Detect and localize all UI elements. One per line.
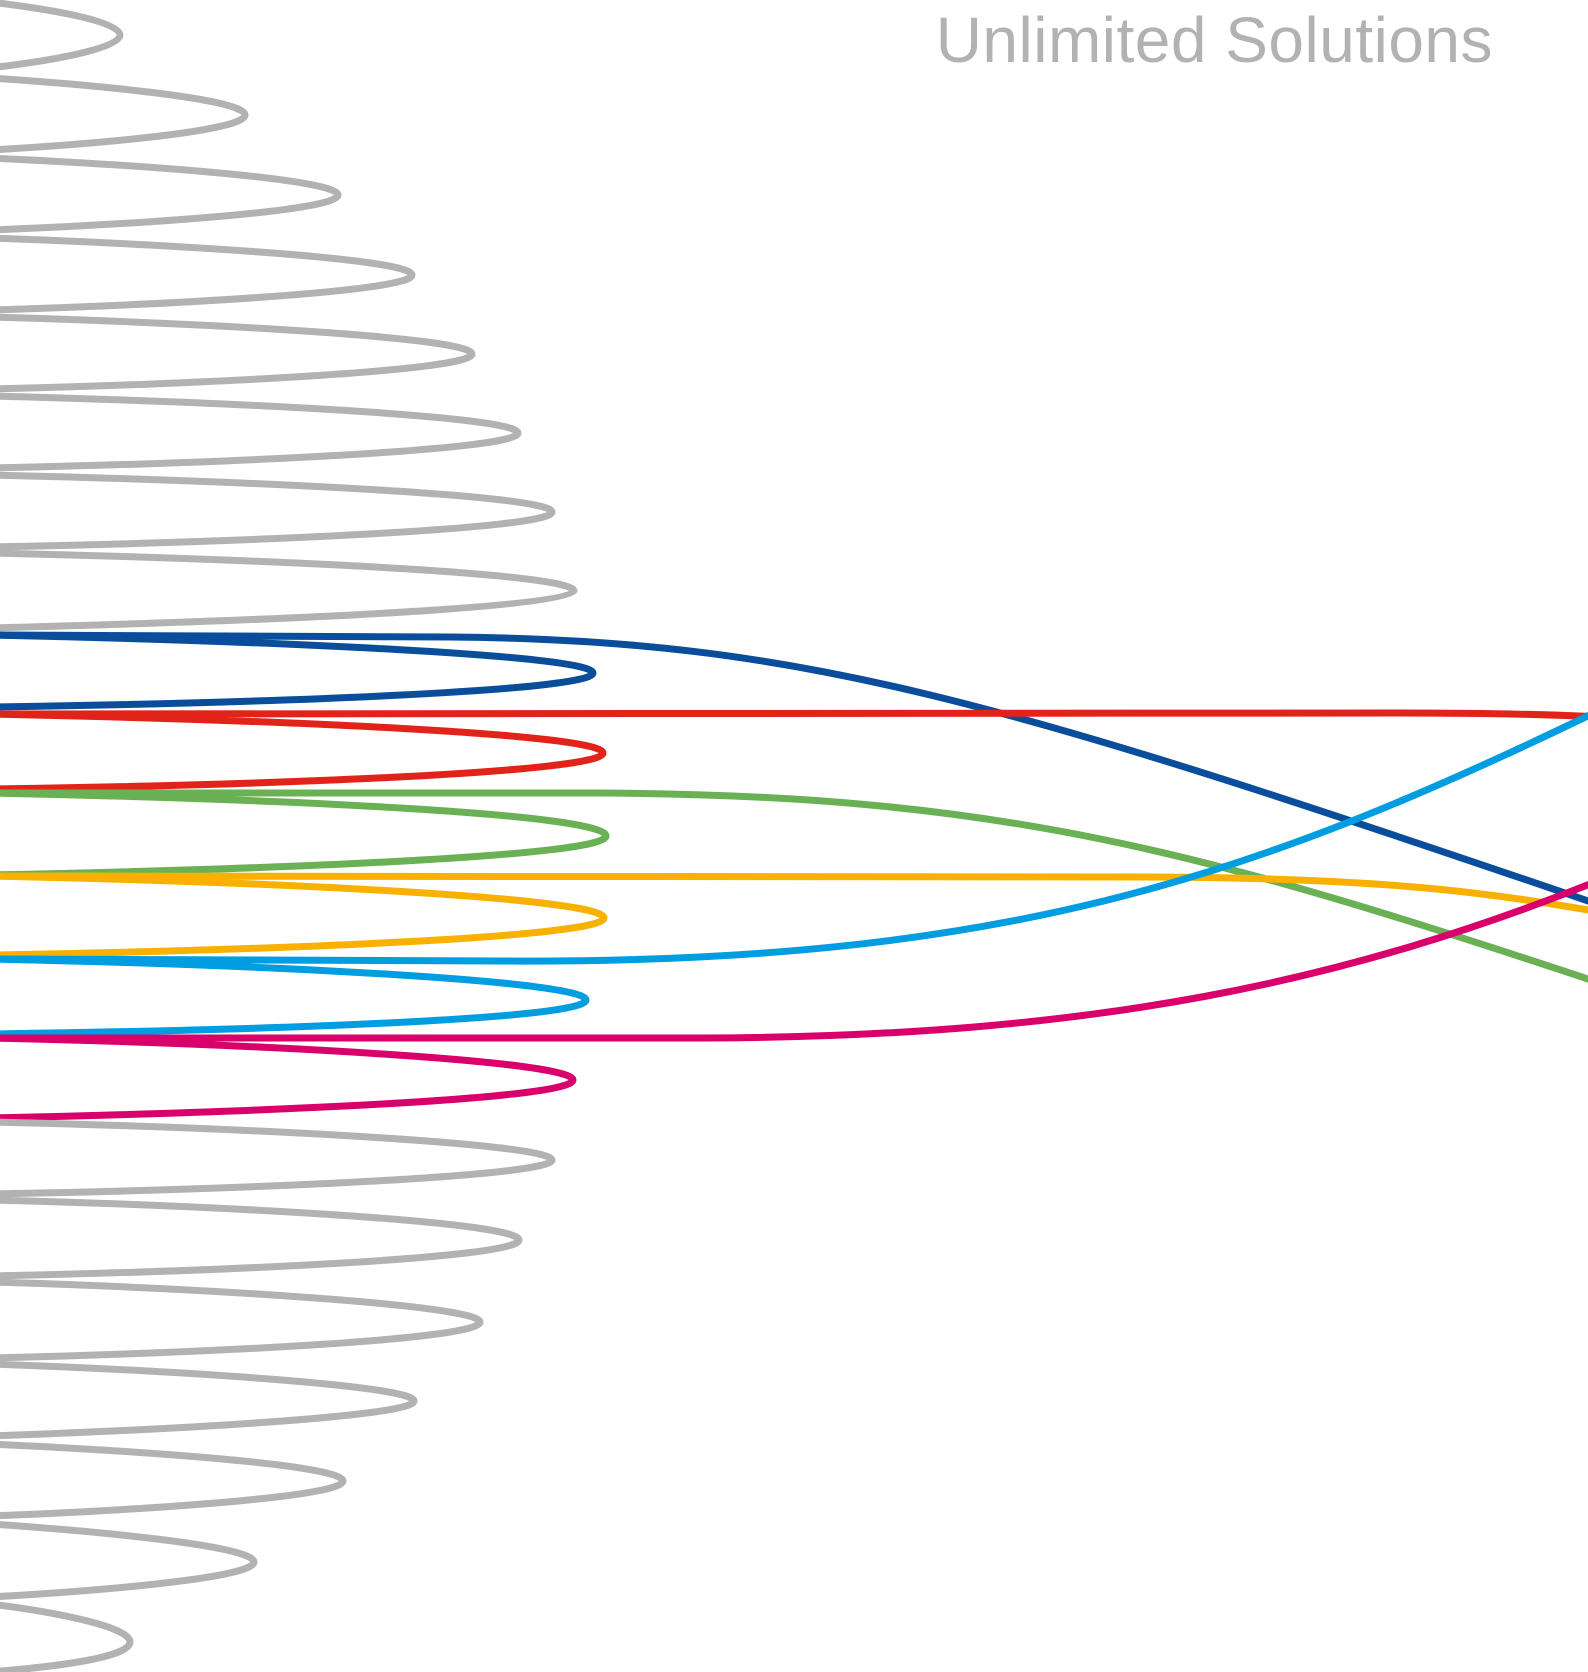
grey-loop xyxy=(0,0,124,71)
grey-loop xyxy=(0,234,416,314)
grey-loop xyxy=(0,313,476,393)
grey-loop xyxy=(0,1440,347,1520)
cyan-loop xyxy=(0,955,590,1038)
grey-loop xyxy=(0,75,249,153)
grey-loop xyxy=(0,1196,523,1280)
yellow-loop xyxy=(0,872,608,959)
grey-loop xyxy=(0,549,578,632)
green-strand xyxy=(0,789,1588,983)
cyan-strand xyxy=(0,711,1588,965)
grey-loop xyxy=(0,154,342,234)
grey-loop xyxy=(0,471,556,551)
yellow-strand xyxy=(0,872,1588,914)
blue-loop xyxy=(0,631,597,711)
grey-loop xyxy=(0,1601,134,1672)
grey-loop xyxy=(0,1278,484,1362)
magenta-strand xyxy=(0,880,1588,1042)
red-strand xyxy=(0,709,1588,720)
grey-loop xyxy=(0,1521,258,1600)
grey-loops-bottom xyxy=(0,1118,556,1672)
grey-loop xyxy=(0,1118,556,1198)
red-loop xyxy=(0,710,607,793)
grey-loop xyxy=(0,1360,418,1440)
green-loop xyxy=(0,789,610,879)
blue-strand xyxy=(0,631,1588,905)
colour-strands xyxy=(0,631,1588,1042)
colour-loops xyxy=(0,631,610,1122)
grey-loop xyxy=(0,392,522,472)
tagline-text: Unlimited Solutions xyxy=(935,4,1493,76)
grey-loops-top xyxy=(0,0,578,632)
magenta-loop xyxy=(0,1034,577,1122)
